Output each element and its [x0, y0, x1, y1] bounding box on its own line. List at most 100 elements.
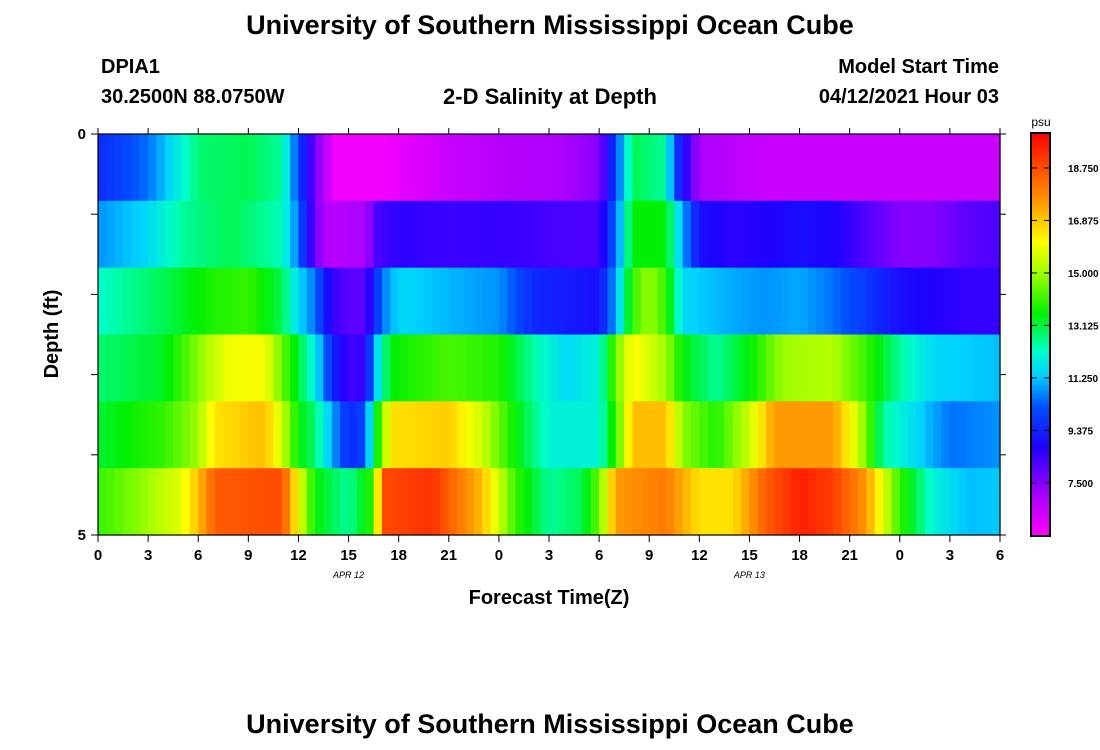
heatmap-cell [657, 468, 667, 536]
heatmap-cell [949, 468, 959, 536]
heatmap-cell [340, 468, 350, 536]
heatmap-cell [490, 267, 500, 336]
heatmap-cell [306, 401, 316, 469]
heatmap-cell [356, 267, 366, 336]
heatmap-cell [265, 334, 274, 402]
heatmap-cell [265, 200, 274, 269]
heatmap-cell [373, 200, 383, 269]
heatmap-cell [716, 468, 725, 536]
heatmap-cell [114, 134, 124, 202]
heatmap-cell [707, 334, 717, 402]
heatmap-cell [365, 401, 375, 469]
colorbar-tick-label: 11.250 [1068, 374, 1098, 385]
x-tick-label: 9 [244, 547, 252, 564]
heatmap-cell [198, 334, 208, 402]
heatmap-cell [799, 468, 809, 536]
heatmap-cell [874, 134, 884, 202]
heatmap-cell [565, 468, 575, 536]
heatmap-cell [832, 134, 842, 202]
heatmap-cell [432, 267, 442, 336]
heatmap-cell [916, 267, 926, 336]
heatmap-cell [933, 200, 943, 269]
heatmap-cell [223, 134, 233, 202]
heatmap-cell [214, 468, 224, 536]
heatmap-cell [423, 267, 433, 336]
heatmap-cell [365, 334, 375, 402]
heatmap-cell [891, 468, 901, 536]
heatmap-cell [415, 401, 425, 469]
heatmap-cell [473, 334, 483, 402]
heatmap-cell [231, 468, 241, 536]
heatmap-cell [582, 134, 592, 202]
heatmap-cell [607, 468, 617, 536]
heatmap-cell [423, 134, 433, 202]
heatmap-cell [148, 401, 158, 469]
heatmap-cell [724, 468, 734, 536]
heatmap-cell [657, 267, 667, 336]
heatmap-cell [574, 200, 584, 269]
heatmap-cell [924, 334, 934, 402]
heatmap-cell [632, 401, 642, 469]
heatmap-cell [624, 200, 634, 269]
heatmap-cell [766, 334, 776, 402]
heatmap-cell [482, 334, 492, 402]
heatmap-cell [632, 468, 642, 536]
heatmap-cell [590, 134, 600, 202]
heatmap-cell [574, 468, 584, 536]
heatmap-cell [465, 200, 475, 269]
heatmap-cell [565, 134, 575, 202]
heatmap-cell [373, 468, 383, 536]
heatmap-cell [348, 267, 358, 336]
heatmap-cell [532, 334, 542, 402]
heatmap-cell [98, 134, 107, 202]
heatmap-cell [189, 401, 199, 469]
heatmap-cell [966, 334, 976, 402]
heatmap-cell [415, 267, 425, 336]
depth-band [98, 468, 1001, 536]
heatmap-cell [407, 401, 416, 469]
heatmap-cell [223, 468, 233, 536]
heatmap-cell [924, 134, 934, 202]
heatmap-cell [866, 468, 876, 536]
heatmap-cell [131, 401, 141, 469]
heatmap-cell [640, 334, 650, 402]
heatmap-cell [908, 401, 918, 469]
heatmap-cell [98, 468, 107, 536]
heatmap-cell [356, 134, 366, 202]
heatmap-cell [356, 334, 366, 402]
heatmap-cell [724, 200, 734, 269]
heatmap-cell [716, 267, 725, 336]
heatmap-cell [657, 401, 667, 469]
heatmap-cell [557, 134, 567, 202]
heatmap-cell [398, 267, 408, 336]
heatmap-cell [590, 401, 600, 469]
heatmap-cell [858, 334, 867, 402]
heatmap-cell [281, 468, 291, 536]
heatmap-cell [156, 334, 166, 402]
heatmap-cell [106, 134, 116, 202]
heatmap-cell [214, 401, 224, 469]
heatmap-cell [490, 334, 500, 402]
heatmap-cell [891, 134, 901, 202]
heatmap-cell [991, 134, 1001, 202]
heatmap-cell [816, 200, 826, 269]
heatmap-cell [181, 401, 191, 469]
heatmap-cell [649, 134, 659, 202]
heatmap-cell [757, 468, 767, 536]
heatmap-cell [749, 200, 759, 269]
heatmap-cell [741, 267, 751, 336]
heatmap-cell [574, 267, 584, 336]
heatmap-cell [682, 468, 692, 536]
heatmap-cell [674, 200, 684, 269]
heatmap-cell [473, 200, 483, 269]
heatmap-cell [498, 200, 508, 269]
heatmap-cell [816, 401, 826, 469]
heatmap-cell [131, 200, 141, 269]
heatmap-cell [123, 267, 133, 336]
colorbar: psu 18.750 16.875 15.000 13.125 11.250 9.375 7… [1030, 115, 1099, 537]
heatmap-cell [707, 134, 717, 202]
heatmap-cell [448, 468, 458, 536]
heatmap-cell [699, 134, 709, 202]
heatmap-cell [774, 401, 784, 469]
heatmap-cell [799, 334, 809, 402]
